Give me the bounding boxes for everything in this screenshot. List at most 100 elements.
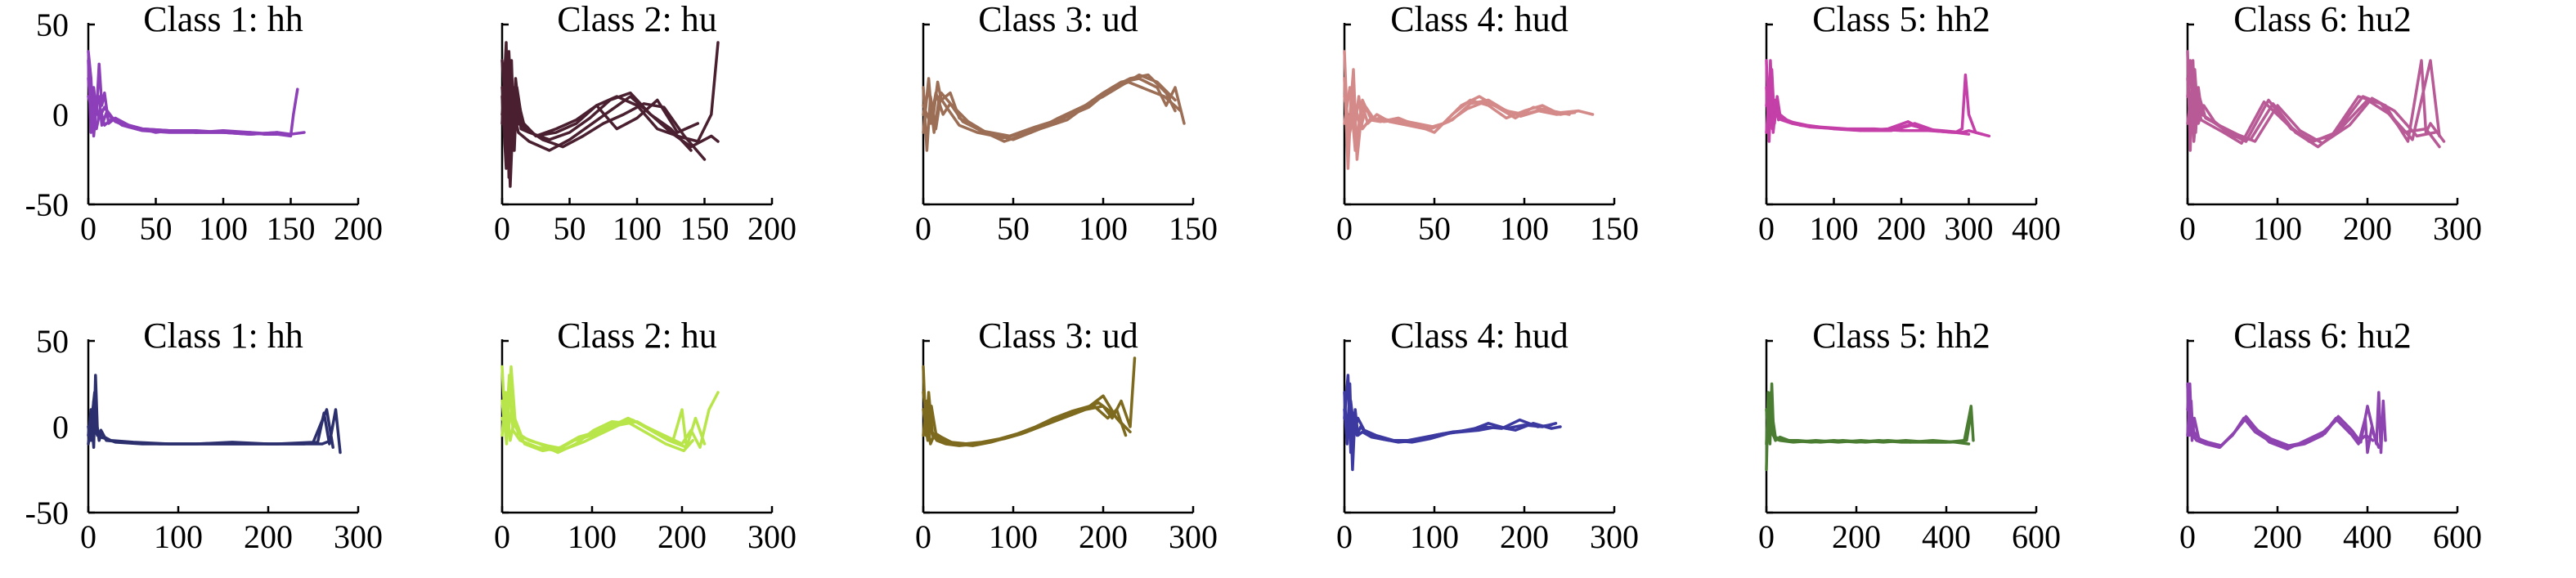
series-line [1765, 77, 1971, 136]
series-line [87, 77, 293, 136]
x-tick-label: 150 [1169, 210, 1218, 247]
x-tick-label: 300 [1590, 518, 1639, 555]
series-line [2186, 405, 2375, 451]
x-tick-label: 150 [267, 210, 316, 247]
series-line [1765, 95, 1968, 134]
chart-panel-5: Class 5: hh2 0 100 200 300 400 [1758, 0, 2061, 247]
y-tick-label: 0 [52, 409, 69, 446]
x-tick-label: 50 [140, 210, 173, 247]
series-line [87, 391, 334, 449]
x-tick-label: 200 [244, 518, 293, 555]
chart-title: Class 5: hh2 [1812, 0, 1990, 39]
x-tick-label: 0 [80, 518, 96, 555]
chart-title: Class 4: hud [1390, 0, 1568, 39]
series-line [2186, 382, 2387, 455]
x-tick-label: 0 [494, 210, 510, 247]
chart-panel-7: Class 1: hh 0 100 200 300 -50 0 50 [25, 316, 383, 555]
x-tick-label: 100 [989, 518, 1038, 555]
y-tick-label: -50 [25, 495, 69, 531]
x-tick-label: 0 [1758, 210, 1775, 247]
x-tick-label: 300 [334, 518, 383, 555]
x-tick-label: 600 [2433, 518, 2482, 555]
x-tick-label: 100 [2253, 210, 2302, 247]
x-tick-label: 50 [1418, 210, 1451, 247]
chart-panel-10: Class 4: hud 0 100 200 300 [1336, 316, 1639, 555]
series-line [1343, 86, 1577, 152]
x-tick-label: 100 [199, 210, 248, 247]
chart-title: Class 1: hh [143, 316, 303, 356]
series-line [1765, 391, 1973, 444]
chart-title: Class 4: hud [1390, 316, 1568, 356]
x-tick-label: 200 [334, 210, 383, 247]
series-line [87, 399, 333, 446]
series-line [1343, 374, 1558, 455]
chart-panel-12: Class 6: hu2 0 200 400 600 [2179, 316, 2482, 555]
chart-panel-2: Class 2: hu 0 50 100 150 200 [494, 0, 797, 247]
x-tick-label: 600 [2012, 518, 2061, 555]
series-line [87, 95, 279, 136]
series-line [1343, 50, 1571, 161]
x-tick-label: 200 [2343, 210, 2392, 247]
y-tick-label: 0 [52, 96, 69, 133]
x-tick-label: 100 [1079, 210, 1128, 247]
y-tick-label: 50 [36, 323, 69, 360]
x-tick-label: 100 [613, 210, 662, 247]
series-line [1765, 382, 1975, 472]
x-tick-label: 300 [1945, 210, 1994, 247]
series-line [922, 394, 1132, 446]
chart-panel-1: Class 1: hh 0 50 100 150 200 -50 0 50 [25, 0, 383, 247]
y-tick-label: 50 [36, 7, 69, 43]
series-line [1343, 399, 1553, 444]
series-line [1765, 399, 1971, 446]
series-line [2186, 86, 2437, 145]
chart-title: Class 6: hu2 [2233, 316, 2412, 356]
x-tick-label: 100 [1410, 518, 1459, 555]
chart-title: Class 3: ud [978, 0, 1138, 39]
x-tick-label: 200 [1832, 518, 1881, 555]
x-tick-label: 100 [1500, 210, 1549, 247]
x-tick-label: 200 [1079, 518, 1128, 555]
x-tick-label: 0 [80, 210, 96, 247]
x-tick-label: 100 [1810, 210, 1859, 247]
x-tick-label: 0 [2179, 518, 2196, 555]
y-tick-label: -50 [25, 186, 69, 223]
chart-title: Class 1: hh [143, 0, 303, 39]
x-tick-label: 300 [747, 518, 797, 555]
series-line [500, 86, 693, 161]
chart-title: Class 6: hu2 [2233, 0, 2412, 39]
chart-panel-9: Class 3: ud 0 100 200 300 [915, 316, 1218, 555]
chart-title: Class 5: hh2 [1812, 316, 1990, 356]
chart-panel-8: Class 2: hu 0 100 200 300 [494, 316, 797, 555]
x-tick-label: 50 [554, 210, 586, 247]
x-tick-label: 400 [2343, 518, 2392, 555]
x-tick-label: 300 [2433, 210, 2482, 247]
x-tick-label: 200 [657, 518, 707, 555]
chart-title: Class 2: hu [557, 0, 717, 39]
chart-title: Class 3: ud [978, 316, 1138, 356]
x-tick-label: 150 [1590, 210, 1639, 247]
chart-title: Class 2: hu [557, 316, 717, 356]
x-tick-label: 200 [747, 210, 797, 247]
x-tick-label: 50 [997, 210, 1030, 247]
x-tick-label: 0 [915, 210, 931, 247]
x-tick-label: 400 [1922, 518, 1971, 555]
series-line [500, 77, 707, 188]
x-tick-label: 200 [1877, 210, 1926, 247]
x-tick-label: 200 [1500, 518, 1549, 555]
x-tick-label: 100 [154, 518, 203, 555]
x-tick-label: 0 [494, 518, 510, 555]
chart-panel-3: Class 3: ud 0 50 100 150 [915, 0, 1218, 247]
x-tick-label: 0 [1336, 210, 1353, 247]
series-line [2186, 382, 2381, 449]
chart-panel-4: Class 4: hud 0 50 100 150 [1336, 0, 1639, 247]
x-tick-label: 150 [680, 210, 729, 247]
x-tick-label: 0 [1336, 518, 1353, 555]
x-tick-label: 400 [2012, 210, 2061, 247]
series-line [1343, 77, 1595, 170]
x-tick-label: 0 [1758, 518, 1775, 555]
chart-panel-6: Class 6: hu2 0 100 200 300 [2179, 0, 2482, 247]
x-tick-label: 300 [1169, 518, 1218, 555]
x-tick-label: 0 [2179, 210, 2196, 247]
x-tick-label: 100 [568, 518, 617, 555]
